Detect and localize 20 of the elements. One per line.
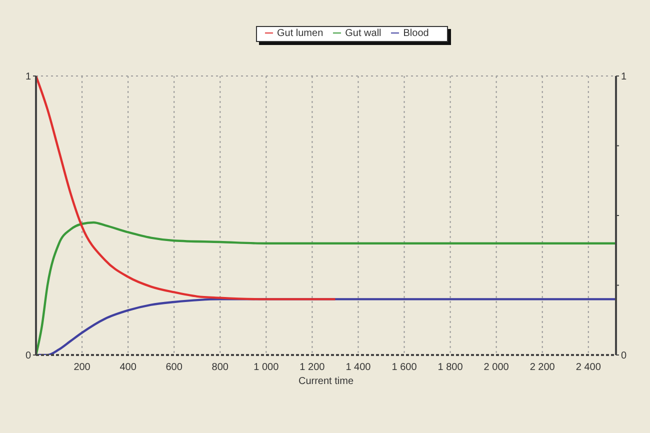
x-tick-label: 1 800: [438, 362, 464, 374]
x-tick-label: 400: [120, 362, 137, 374]
line-series: [36, 76, 336, 300]
legend-label: Gut lumen: [277, 28, 324, 39]
x-tick-label: 1 200: [300, 362, 326, 374]
x-tick-label: 600: [166, 362, 183, 374]
legend-label: Blood: [403, 28, 429, 39]
x-axis-title: Current time: [298, 376, 354, 388]
x-tick-label: 2 200: [530, 362, 556, 374]
y2-tick-label: 1: [621, 72, 627, 83]
y2-tick-label: 0: [621, 350, 627, 362]
x-tick-label: 2 400: [576, 362, 602, 374]
x-tick-label: 1 000: [254, 362, 280, 374]
x-tick-label: 200: [74, 362, 91, 374]
x-tick-label: 800: [212, 362, 229, 374]
x-tick-label: 2 000: [484, 362, 510, 374]
x-tick-label: 1 400: [346, 362, 372, 374]
x-tick-label: 1 600: [392, 362, 418, 374]
legend-label: Gut wall: [345, 28, 382, 39]
line-series: [36, 221, 616, 355]
